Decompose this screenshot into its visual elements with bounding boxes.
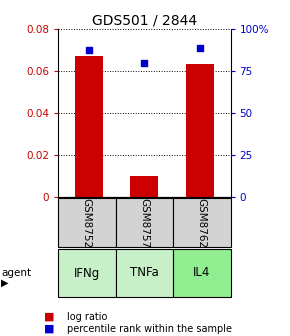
Text: ▶: ▶: [1, 278, 9, 287]
Point: [86, 47, 91, 52]
Text: percentile rank within the sample: percentile rank within the sample: [67, 324, 232, 334]
Text: IL4: IL4: [193, 266, 211, 280]
Text: GDS501 / 2844: GDS501 / 2844: [93, 13, 197, 28]
Text: GSM8752: GSM8752: [82, 198, 92, 248]
Bar: [75, 56, 103, 197]
Text: TNFa: TNFa: [130, 266, 159, 280]
Text: ■: ■: [44, 311, 54, 322]
Text: agent: agent: [1, 268, 32, 278]
Point: [142, 60, 146, 66]
Text: IFNg: IFNg: [74, 266, 100, 280]
Point: [197, 45, 202, 51]
Text: GSM8762: GSM8762: [197, 198, 207, 248]
Text: ■: ■: [44, 324, 54, 334]
Bar: [186, 64, 214, 197]
Text: log ratio: log ratio: [67, 311, 107, 322]
Text: GSM8757: GSM8757: [139, 198, 149, 248]
Bar: [130, 175, 158, 197]
